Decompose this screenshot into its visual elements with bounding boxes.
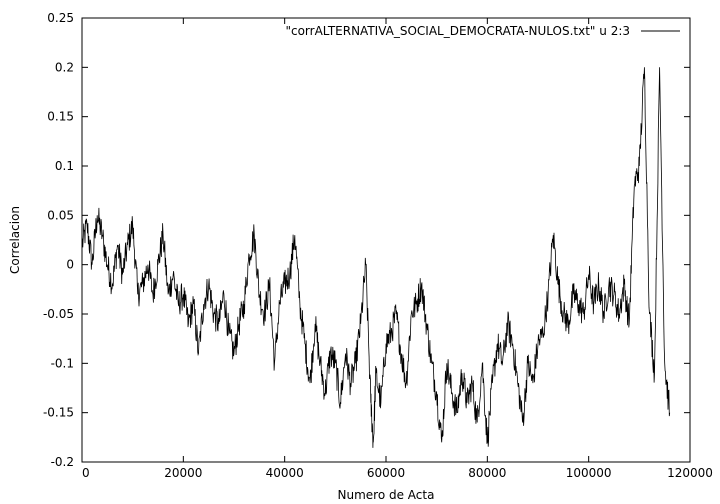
x-tick-label: 120000 xyxy=(667,466,713,480)
y-tick-label: 0.05 xyxy=(47,208,74,222)
x-axis-label: Numero de Acta xyxy=(338,488,435,502)
y-tick-label: -0.15 xyxy=(43,406,74,420)
legend-label: "corrALTERNATIVA_SOCIAL_DEMOCRATA-NULOS.… xyxy=(285,24,630,38)
x-tick-label: 20000 xyxy=(164,466,202,480)
x-tick-label: 0 xyxy=(82,466,90,480)
y-tick-label: 0.1 xyxy=(55,159,74,173)
y-tick-label: -0.05 xyxy=(43,307,74,321)
x-tick-label: 80000 xyxy=(468,466,506,480)
y-tick-label: 0.15 xyxy=(47,110,74,124)
y-tick-label: 0.25 xyxy=(47,11,74,25)
series-line xyxy=(81,67,671,448)
y-axis-ticks: -0.2 -0.15 -0.1 -0.05 0 0.05 0.1 0.15 0.2 0.25 xyxy=(43,11,690,469)
y-tick-label: -0.1 xyxy=(51,356,74,370)
y-tick-label: 0.2 xyxy=(55,60,74,74)
legend: "corrALTERNATIVA_SOCIAL_DEMOCRATA-NULOS.… xyxy=(285,24,680,38)
y-tick-label: 0 xyxy=(66,258,74,272)
y-tick-label: -0.2 xyxy=(51,455,74,469)
x-tick-label: 40000 xyxy=(266,466,304,480)
x-tick-label: 100000 xyxy=(566,466,612,480)
plot-frame xyxy=(81,17,691,463)
y-axis-label: Correlacion xyxy=(8,206,22,274)
x-axis-ticks: 0 20000 40000 60000 80000 100000 120000 xyxy=(81,18,713,480)
x-tick-label: 60000 xyxy=(367,466,405,480)
